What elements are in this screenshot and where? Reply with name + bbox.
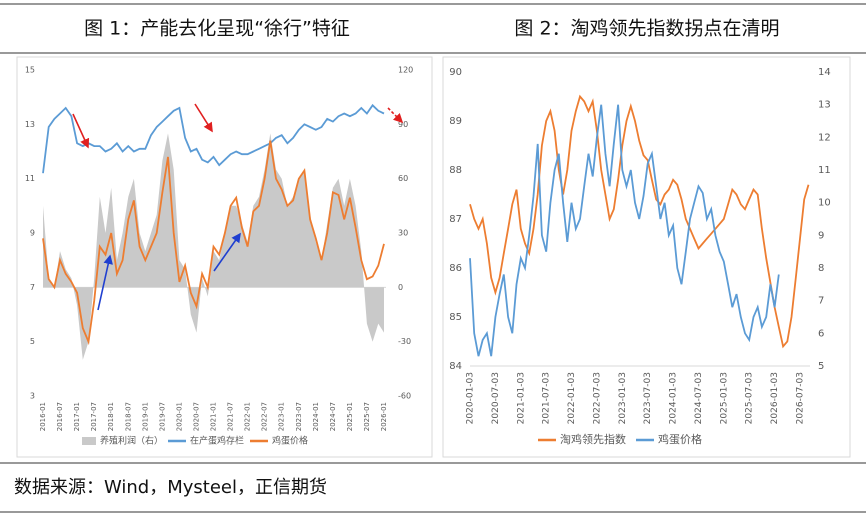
y2-tick-label: 13 [818,100,831,111]
y2-tick-label: 0 [398,283,403,292]
y2-tick-label: 12 [818,132,831,143]
y-tick-label: 87 [449,214,462,225]
x-tick-label: 2018-01 [107,402,115,431]
y-tick-label: 89 [449,116,462,127]
x-tick-label: 2020-07-03 [491,372,501,424]
x-tick-label: 2017-01 [73,402,81,431]
legend-label: 鸡蛋价格 [658,432,702,446]
x-tick-label: 2023-07 [295,402,303,431]
x-tick-label: 2024-01 [312,402,320,431]
y-tick-label: 3 [30,392,35,401]
x-tick-label: 2021-07 [227,402,235,431]
y-tick-label: 7 [30,283,35,292]
line [469,94,810,349]
y-tick-label: 86 [449,263,462,274]
x-tick-label: 2026-01 [380,402,388,431]
x-tick-label: 2026-07-03 [796,372,806,424]
y-tick-label: 84 [449,361,462,372]
x-tick-label: 2017-07 [90,402,98,431]
legend-label: 淘鸡领先指数 [560,432,626,446]
y-tick-label: 9 [30,229,35,238]
figure-title: 图 1：产能去化呈现“徐行”特征 [84,18,350,40]
x-tick-label: 2021-07-03 [542,372,552,424]
x-tick-label: 2022-01-03 [567,372,577,424]
x-tick-label: 2025-01 [346,402,354,431]
annotation-arrows [72,103,404,311]
y2-tick-label: -60 [398,392,411,401]
x-tick-label: 2019-01 [141,402,149,431]
y2-tick-label: 5 [818,361,824,372]
x-tick-label: 2026-01-03 [770,372,780,424]
y-tick-label: 90 [449,67,462,78]
arrow [97,254,113,311]
legend-swatch [82,437,96,445]
line [42,140,385,346]
x-tick-label: 2020-07 [192,402,200,431]
y2-tick-label: 30 [398,229,408,238]
line [469,104,780,357]
chart-frame [16,56,433,458]
legend-label: 鸡蛋价格 [272,435,308,447]
x-tick-label: 2023-01-03 [618,372,628,424]
y2-tick-label: 14 [818,67,831,78]
y2-tick-label: 10 [818,198,831,209]
x-tick-label: 2022-01 [244,402,252,431]
y2-tick-label: 90 [398,120,408,129]
source-note: 数据来源：Wind，Mysteel，正信期货 [14,477,327,498]
chart-frame [442,56,851,458]
x-tick-label: 2025-07 [363,402,371,431]
legend-label: 在产蛋鸡存栏 [190,435,244,447]
x-tick-label: 2020-01 [175,402,183,431]
x-tick-label: 2019-07 [158,402,166,431]
x-tick-label: 2021-01 [210,402,218,431]
x-tick-label: 2024-01-03 [669,372,679,424]
x-tick-label: 2023-07-03 [643,372,653,424]
x-tick-label: 2024-07 [329,402,337,431]
y-tick-label: 85 [449,312,462,323]
line [42,103,385,174]
x-tick-label: 2025-07-03 [745,372,755,424]
legend-label: 养殖利润（右） [100,435,163,447]
y-tick-label: 11 [25,174,35,183]
y2-tick-label: -30 [398,337,411,346]
y2-tick-label: 9 [818,230,824,241]
x-tick-label: 2021-01-03 [516,372,526,424]
y2-tick-label: 6 [818,328,824,339]
y2-tick-label: 120 [398,66,413,75]
arrow [213,232,241,272]
y2-tick-label: 11 [818,165,831,176]
x-tick-label: 2016-01 [39,402,47,431]
x-tick-label: 2025-01-03 [719,372,729,424]
x-tick-label: 2018-07 [124,402,132,431]
arrow [387,107,404,124]
y-tick-label: 15 [25,66,35,75]
x-tick-label: 2016-07 [56,402,64,431]
y-tick-label: 5 [30,337,35,346]
x-tick-label: 2023-01 [278,402,286,431]
area [43,133,384,360]
y-tick-label: 88 [449,165,462,176]
figure-title: 图 2：淘鸡领先指数拐点在清明 [514,18,779,40]
y2-tick-label: 8 [818,263,824,274]
y2-tick-label: 60 [398,174,408,183]
x-tick-label: 2024-07-03 [694,372,704,424]
y-tick-label: 13 [25,120,35,129]
x-tick-label: 2022-07-03 [592,372,602,424]
arrow [194,103,213,133]
y2-tick-label: 7 [818,296,824,307]
x-tick-label: 2020-01-03 [466,372,476,424]
arrow [72,113,90,149]
x-tick-label: 2022-07 [261,402,269,431]
